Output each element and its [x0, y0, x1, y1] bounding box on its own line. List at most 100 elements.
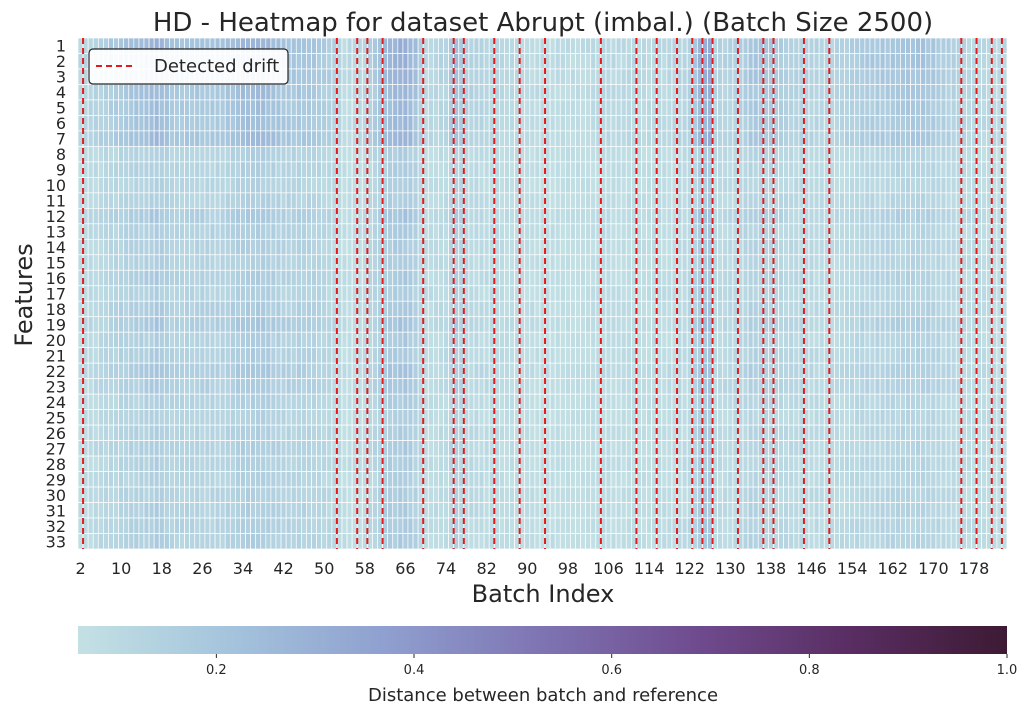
heatmap-cell	[915, 99, 922, 116]
heatmap-cell	[407, 316, 414, 333]
heatmap-cell	[625, 161, 632, 178]
heatmap-cell	[443, 254, 449, 271]
heatmap-cell	[443, 53, 449, 70]
heatmap-cell	[879, 254, 886, 271]
heatmap-cell	[605, 146, 612, 163]
heatmap-cell	[433, 99, 439, 116]
heatmap-cell	[229, 393, 236, 410]
heatmap-cell	[950, 409, 957, 426]
heatmap-cell	[788, 393, 795, 410]
heatmap-cell	[894, 362, 901, 380]
heatmap-cell	[590, 115, 597, 132]
heatmap-cell	[224, 192, 231, 209]
heatmap-cell	[118, 99, 125, 116]
heatmap-cell	[265, 99, 272, 116]
heatmap-cell	[981, 238, 988, 256]
heatmap-cell	[615, 285, 622, 302]
heatmap-cell	[874, 300, 881, 318]
heatmap-cell	[534, 68, 541, 85]
heatmap-cell	[270, 316, 277, 333]
heatmap-cell	[661, 393, 668, 410]
heatmap-cell	[818, 37, 825, 54]
heatmap-cell	[316, 53, 323, 70]
heatmap-cell	[564, 347, 571, 364]
heatmap-cell	[311, 207, 317, 225]
heatmap-cell	[559, 393, 566, 410]
heatmap-cell	[260, 440, 267, 457]
heatmap-cell	[509, 409, 515, 426]
heatmap-cell	[580, 393, 587, 410]
heatmap-cell	[123, 269, 130, 287]
heatmap-cell	[285, 455, 292, 472]
heatmap-cell	[620, 254, 627, 271]
heatmap-cell	[219, 347, 226, 364]
heatmap-cell	[793, 378, 800, 395]
heatmap-cell	[478, 424, 485, 441]
heatmap-cell	[793, 300, 800, 318]
heatmap-cell	[372, 84, 378, 101]
heatmap-cell	[321, 393, 328, 410]
heatmap-cell	[387, 53, 394, 70]
heatmap-cell	[529, 409, 536, 426]
heatmap-cell	[641, 146, 647, 163]
heatmap-cell	[478, 254, 485, 271]
heatmap-cell	[778, 115, 784, 132]
heatmap-cell	[483, 300, 490, 318]
heatmap-cell	[920, 99, 927, 116]
heatmap-cell	[301, 115, 307, 132]
heatmap-cell	[529, 424, 536, 441]
heatmap-cell	[869, 409, 876, 426]
heatmap-cell	[864, 378, 871, 395]
heatmap-cell	[326, 68, 333, 85]
heatmap-cell	[524, 378, 531, 395]
heatmap-cell	[372, 238, 378, 256]
heatmap-cell	[285, 99, 292, 116]
heatmap-cell	[585, 53, 592, 70]
heatmap-cell	[742, 238, 749, 256]
heatmap-cell	[397, 269, 404, 287]
heatmap-cell	[930, 269, 937, 287]
heatmap-cell	[275, 192, 282, 209]
heatmap-cell	[966, 409, 972, 426]
heatmap-cell	[905, 254, 911, 271]
heatmap-cell	[615, 316, 622, 333]
heatmap-cell	[534, 192, 541, 209]
heatmap-cell	[468, 37, 475, 54]
heatmap-cell	[209, 378, 216, 395]
heatmap-cell	[808, 146, 815, 163]
heatmap-cell	[844, 53, 850, 70]
heatmap-cell	[138, 115, 145, 132]
heatmap-cell	[788, 115, 795, 132]
heatmap-cell	[387, 378, 394, 395]
heatmap-cell	[397, 316, 404, 333]
heatmap-cell	[590, 161, 597, 178]
heatmap-cell	[900, 316, 906, 333]
heatmap-cell	[854, 269, 861, 287]
heatmap-cell	[245, 161, 251, 178]
heatmap-cell	[235, 192, 241, 209]
heatmap-cell	[285, 347, 292, 364]
heatmap-cell	[143, 331, 150, 349]
heatmap-cell	[620, 300, 627, 318]
heatmap-cell	[97, 347, 104, 364]
heatmap-cell	[854, 254, 861, 271]
heatmap-cell	[646, 347, 653, 364]
heatmap-cell	[412, 207, 419, 225]
heatmap-cell	[945, 207, 952, 225]
heatmap-cell	[920, 223, 927, 240]
heatmap-cell	[499, 362, 505, 380]
heatmap-cell	[554, 161, 561, 178]
heatmap-cell	[889, 440, 896, 457]
heatmap-cell	[966, 285, 972, 302]
heatmap-cell	[509, 223, 515, 240]
heatmap-cell	[864, 37, 871, 54]
heatmap-cell	[783, 362, 790, 380]
heatmap-cell	[834, 409, 840, 426]
heatmap-cell	[884, 207, 891, 225]
heatmap-cell	[905, 115, 911, 132]
heatmap-cell	[372, 254, 378, 271]
heatmap-cell	[900, 362, 906, 380]
heatmap-cell	[905, 300, 911, 318]
heatmap-cell	[275, 146, 282, 163]
heatmap-cell	[900, 378, 906, 395]
